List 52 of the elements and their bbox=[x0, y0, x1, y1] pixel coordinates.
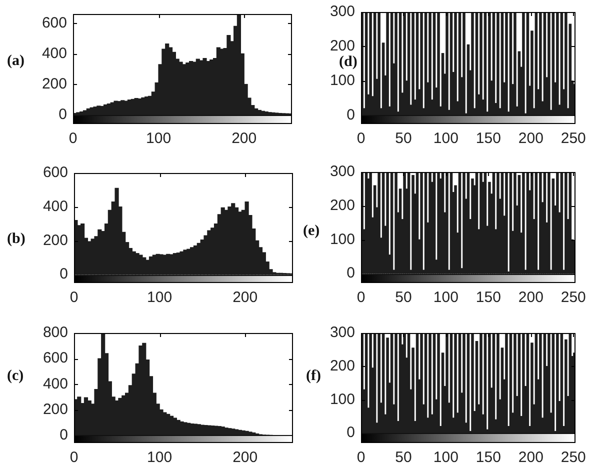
text: (e) bbox=[303, 223, 320, 241]
text: (b) bbox=[7, 231, 26, 249]
y-tick-label: 600 bbox=[42, 164, 68, 182]
y-tick-label: 200 bbox=[42, 75, 67, 92]
x-tick-label: 100 bbox=[433, 289, 458, 306]
y-tick-label: 600 bbox=[42, 350, 68, 367]
y-tick-label: 400 bbox=[42, 198, 68, 215]
y-tick-label: 100 bbox=[330, 390, 355, 408]
x-tick-label: 200 bbox=[232, 449, 258, 466]
y-tick-label: 0 bbox=[58, 106, 67, 123]
text: (d) bbox=[339, 54, 358, 72]
text: (f) bbox=[306, 368, 321, 386]
x-tick-label: 150 bbox=[476, 289, 501, 306]
x-tick-label: 100 bbox=[146, 130, 172, 148]
y-tick-label: 0 bbox=[346, 264, 355, 282]
y-tick-label: 200 bbox=[330, 196, 355, 214]
x-tick-label: 250 bbox=[560, 289, 586, 306]
y-tick-label: 200 bbox=[330, 357, 355, 374]
x-tick-label: 100 bbox=[433, 130, 458, 148]
x-tick-label: 250 bbox=[560, 449, 586, 466]
y-tick-label: 400 bbox=[42, 375, 68, 392]
x-tick-label: 100 bbox=[433, 449, 458, 466]
y-tick-label: 300 bbox=[330, 3, 355, 20]
y-tick-label: 0 bbox=[346, 106, 355, 124]
x-tick-label: 250 bbox=[560, 130, 586, 148]
y-tick-label: 800 bbox=[42, 324, 68, 342]
x-tick-label: 150 bbox=[476, 449, 501, 466]
y-tick-label: 300 bbox=[330, 163, 355, 180]
y-tick-label: 0 bbox=[60, 426, 68, 444]
x-tick-label: 200 bbox=[232, 289, 258, 306]
x-tick-label: 150 bbox=[476, 130, 501, 148]
x-tick-label: 200 bbox=[518, 289, 544, 306]
x-tick-label: 50 bbox=[395, 130, 412, 148]
x-tick-label: 200 bbox=[232, 130, 257, 148]
text: (c) bbox=[7, 368, 24, 386]
x-tick-label: 50 bbox=[395, 449, 412, 466]
y-tick-label: 200 bbox=[330, 38, 355, 55]
y-tick-label: 600 bbox=[42, 14, 67, 32]
x-tick-label: 200 bbox=[518, 449, 544, 466]
y-tick-label: 400 bbox=[42, 44, 67, 62]
y-tick-label: 200 bbox=[42, 400, 68, 418]
y-tick-label: 0 bbox=[60, 266, 68, 283]
x-tick-label: 50 bbox=[395, 289, 412, 306]
y-tick-label: 100 bbox=[330, 230, 355, 248]
x-tick-label: 200 bbox=[518, 130, 544, 148]
text: (a) bbox=[7, 53, 24, 71]
y-tick-label: 200 bbox=[42, 232, 68, 249]
y-tick-label: 100 bbox=[330, 72, 355, 90]
y-tick-label: 0 bbox=[346, 424, 355, 442]
x-tick-label: 100 bbox=[147, 289, 172, 306]
y-tick-label: 300 bbox=[330, 324, 355, 342]
x-tick-label: 100 bbox=[147, 449, 172, 466]
